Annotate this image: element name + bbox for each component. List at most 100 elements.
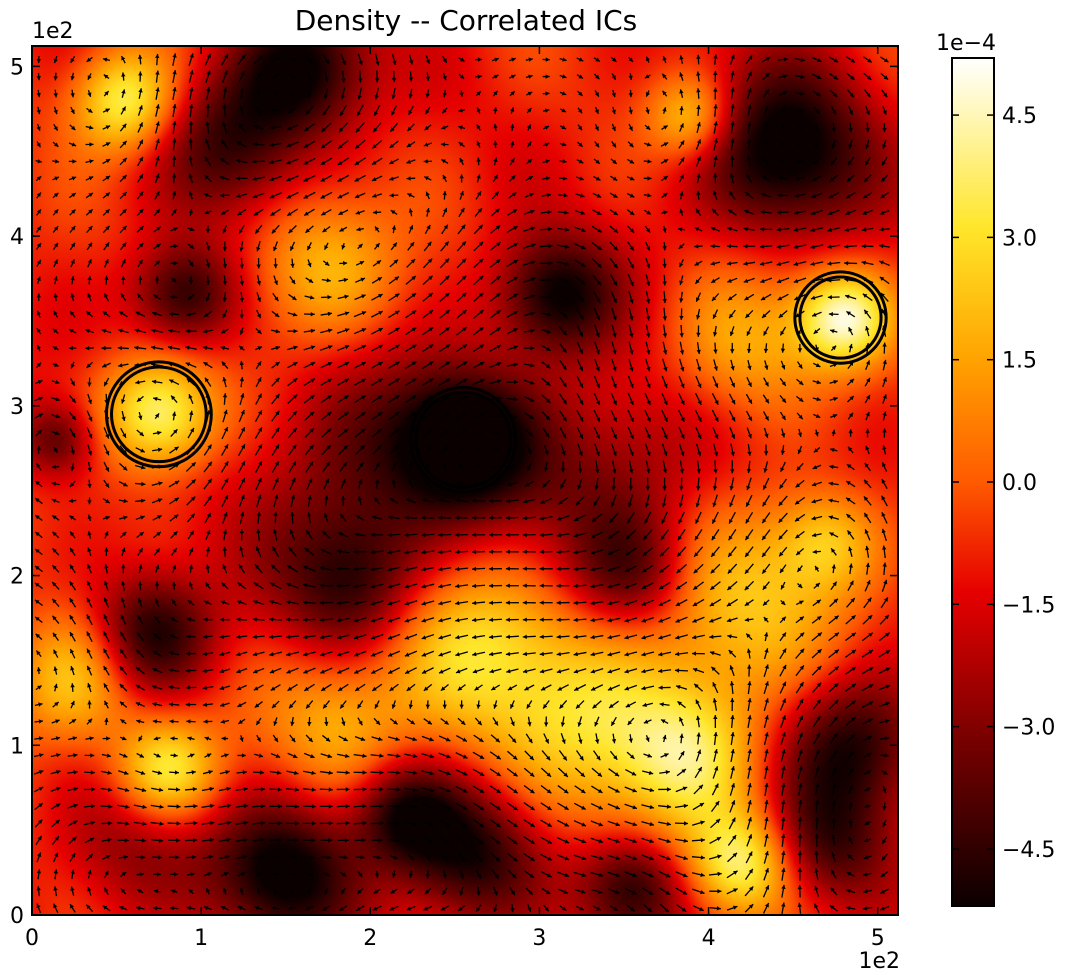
quiver-arrow-head <box>530 839 535 844</box>
quiver-arrow-head <box>357 889 362 894</box>
quiver-arrow-head <box>646 400 651 405</box>
quiver-arrow-head <box>459 890 464 896</box>
quiver-arrow-head <box>87 382 92 387</box>
quiver-arrow-head <box>615 788 620 793</box>
quiver-arrow-head <box>239 345 244 351</box>
quiver-arrow-head <box>73 770 78 775</box>
quiver-arrow-head <box>377 277 382 282</box>
quiver-arrow-head <box>220 702 225 707</box>
quiver-arrow-head <box>681 769 686 774</box>
quiver-arrow-head <box>641 685 646 691</box>
quiver-arrow-head <box>730 87 735 92</box>
quiver-arrow-head <box>53 276 58 281</box>
quiver-arrow-head <box>151 379 157 385</box>
quiver-arrow-head <box>171 277 177 283</box>
quiver-arrow-head <box>577 722 582 727</box>
quiver-arrow-head <box>496 430 501 436</box>
quiver-arrow-head <box>53 58 58 64</box>
quiver-arrow-head <box>494 873 499 879</box>
quiver-arrow-head <box>54 362 59 367</box>
quiver-arrow-head <box>443 207 448 213</box>
quiver-arrow-head <box>797 583 803 588</box>
quiver-arrow-head <box>513 789 518 794</box>
quiver-arrow-head <box>530 328 535 334</box>
quiver-arrow-head <box>476 174 481 179</box>
quiver-arrow-head <box>697 400 702 405</box>
quiver-arrow-head <box>224 495 228 500</box>
quiver-arrow-head <box>87 683 92 688</box>
quiver-arrow-head <box>546 873 552 878</box>
quiver-arrow-head <box>834 615 839 620</box>
quiver-arrow-head <box>765 57 771 62</box>
quiver-arrow-head <box>68 498 74 504</box>
quiver-arrow-head <box>438 532 443 538</box>
quiver-arrow-head <box>510 140 515 146</box>
quiver-arrow-head <box>505 617 510 622</box>
quiver-arrow-head <box>795 159 801 164</box>
quiver-arrow-head <box>730 732 735 737</box>
quiver-arrow-head <box>155 191 160 196</box>
quiver-arrow-head <box>293 855 298 860</box>
quiver-arrow-head <box>252 651 258 657</box>
quiver-arrow-head <box>831 564 836 569</box>
quiver-arrow-head <box>69 615 74 620</box>
quiver-arrow-head <box>493 174 498 180</box>
quiver-arrow-head <box>225 770 230 775</box>
quiver-arrow-head <box>321 211 326 216</box>
quiver-arrow-head <box>851 649 856 654</box>
quiver-arrow-head <box>219 651 225 657</box>
quiver-arrow-head <box>204 736 210 741</box>
quiver-arrow-head <box>472 600 477 606</box>
quiver-arrow-head <box>411 293 417 298</box>
quiver-arrow-head <box>122 753 128 758</box>
quiver-arrow-head <box>122 123 127 129</box>
quiver-arrow-head <box>354 177 360 182</box>
quiver-arrow-head <box>799 665 804 670</box>
quiver-arrow-head <box>107 787 113 792</box>
quiver-arrow-head <box>747 834 753 839</box>
quiver-arrow-head <box>387 532 392 538</box>
quiver-arrow-head <box>255 546 261 552</box>
quiver-arrow-head <box>176 821 181 826</box>
quiver-arrow-head <box>391 77 397 83</box>
quiver-arrow-head <box>630 907 635 912</box>
quiver-arrow-head <box>709 634 714 640</box>
quiver-arrow-head <box>220 345 226 351</box>
quiver-arrow-head <box>851 632 856 637</box>
quiver-arrow-head <box>257 477 262 483</box>
quiver-arrow-head <box>155 70 160 75</box>
quiver-arrow-head <box>496 755 501 760</box>
quiver-arrow-head <box>728 535 733 541</box>
quiver-arrow-head <box>311 770 316 776</box>
quiver-arrow-head <box>370 584 376 589</box>
quiver-arrow-head <box>700 872 705 877</box>
quiver-arrow-head <box>429 822 434 827</box>
quiver-arrow-head <box>310 328 316 334</box>
quiver-arrow-head <box>122 433 126 438</box>
quiver-arrow-head <box>494 447 499 453</box>
quiver-arrow-head <box>579 434 584 439</box>
quiver-arrow-head <box>579 366 584 372</box>
quiver-arrow-head <box>513 379 519 385</box>
quiver-arrow-head <box>544 738 549 744</box>
quiver-arrow-head <box>591 517 597 522</box>
quiver-arrow-head <box>695 519 700 524</box>
quiver-arrow-head <box>580 210 586 215</box>
quiver-arrow-head <box>324 721 329 726</box>
quiver-arrow-head <box>36 463 41 468</box>
quiver-arrow-head <box>664 907 669 913</box>
quiver-arrow-head <box>493 157 498 163</box>
quiver-arrow-head <box>547 822 552 827</box>
quiver-arrow-head <box>141 481 146 487</box>
quiver-arrow-head <box>307 495 312 500</box>
quiver-arrow-head <box>712 698 718 703</box>
quiver-arrow-head <box>578 159 584 164</box>
quiver-arrow-head <box>91 787 96 792</box>
quiver-arrow-head <box>611 75 616 80</box>
quiver-arrow-head <box>154 413 160 418</box>
quiver-arrow-head <box>662 246 667 251</box>
quiver-arrow-head <box>545 433 550 438</box>
quiver-arrow-head <box>573 533 579 538</box>
quiver-arrow-head <box>505 634 511 640</box>
quiver-arrow-head <box>205 156 210 162</box>
